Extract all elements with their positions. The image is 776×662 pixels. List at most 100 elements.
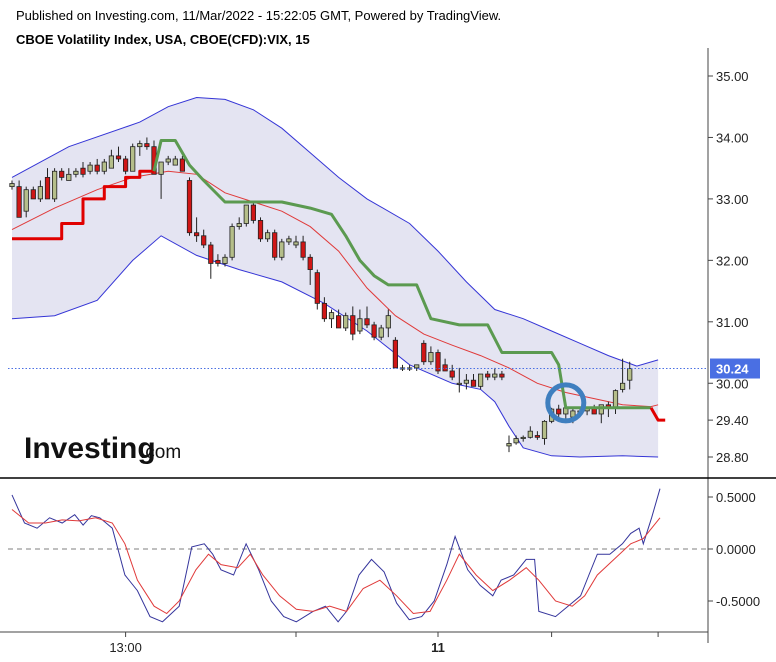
candle-body <box>335 315 342 329</box>
candle-body <box>527 430 533 438</box>
candle-body <box>392 339 399 369</box>
candle-body <box>456 382 462 385</box>
candle <box>541 420 548 445</box>
candle <box>243 204 249 227</box>
y-tick-label: 30.00 <box>716 376 749 391</box>
candle-body <box>208 244 214 264</box>
candle-body <box>222 256 228 264</box>
candle-body <box>272 232 278 258</box>
candle <box>23 186 29 218</box>
y-tick-label: 28.80 <box>716 450 749 465</box>
candle-body <box>598 404 604 415</box>
candle-body <box>627 368 633 381</box>
candle-body <box>620 382 626 390</box>
y-tick-label: 34.00 <box>716 130 749 145</box>
candle <box>442 358 448 372</box>
candle-body <box>52 170 58 200</box>
candle <box>506 435 512 453</box>
candle <box>66 168 72 181</box>
candle-body <box>513 438 519 444</box>
candle <box>250 201 256 224</box>
candle <box>520 435 526 442</box>
candle <box>293 235 299 249</box>
candle-body <box>470 379 477 387</box>
y-tick-label: 29.40 <box>716 413 749 428</box>
candle-body <box>364 318 370 326</box>
candle-body <box>16 186 22 218</box>
candle <box>115 146 122 163</box>
candle <box>463 374 470 390</box>
candle-body <box>44 176 51 200</box>
candle <box>335 309 342 329</box>
candle <box>165 155 171 166</box>
candle-body <box>264 232 271 240</box>
price-panel <box>8 96 708 458</box>
candle <box>527 426 533 439</box>
candle-body <box>279 241 285 258</box>
candle-body <box>414 364 420 369</box>
candle <box>208 241 214 279</box>
candle <box>158 161 164 199</box>
candle-body <box>186 180 193 234</box>
candle-body <box>485 373 491 378</box>
oscillator-slow-line <box>11 509 661 615</box>
candle <box>172 155 178 166</box>
candle <box>470 374 477 387</box>
candle-body <box>350 315 356 335</box>
candle-body <box>378 327 384 338</box>
candle-body <box>80 167 86 175</box>
candle <box>186 177 193 236</box>
oscillator-fast-line <box>11 488 661 623</box>
candle <box>378 324 384 341</box>
candle <box>534 431 541 440</box>
candle-body <box>541 420 548 439</box>
candle <box>101 158 107 175</box>
axes: 35.00 34.00 33.00 32.00 31.00 30.00 29.40 28.80… <box>0 48 776 655</box>
candle <box>485 370 491 381</box>
candle <box>300 235 306 261</box>
candle <box>236 217 242 230</box>
candle-body <box>421 342 427 363</box>
candle <box>201 229 207 249</box>
y-tick-label: 35.00 <box>716 69 749 84</box>
candle-body <box>300 241 306 258</box>
candle <box>414 364 420 371</box>
candle-body <box>73 170 79 175</box>
candle-body <box>257 220 264 240</box>
candle-body <box>328 312 335 320</box>
candle-body <box>343 315 349 329</box>
candle <box>456 367 462 393</box>
candle-body <box>612 390 619 409</box>
candle <box>627 361 633 390</box>
candle <box>343 312 349 332</box>
candle-body <box>520 436 526 439</box>
investing-logo: Investing .com <box>24 432 181 465</box>
chart-title: CBOE Volatility Index, USA, CBOE(CFD):VI… <box>16 32 310 47</box>
candle <box>499 370 505 381</box>
candle <box>428 346 434 365</box>
candle-body <box>534 435 541 438</box>
candle-body <box>250 204 256 221</box>
candle-body <box>314 272 320 304</box>
candle-body <box>101 161 107 172</box>
candle <box>108 149 114 169</box>
trailing-stop-low-line-2 <box>649 407 666 422</box>
candle-body <box>144 143 150 148</box>
candle <box>492 367 498 381</box>
candle-body <box>165 158 171 163</box>
osc-y-tick-label: 0.0000 <box>716 542 756 557</box>
candle-body <box>137 143 143 148</box>
candle-body <box>371 324 377 338</box>
candle-body <box>506 443 512 447</box>
candle-body <box>556 408 562 415</box>
candle <box>144 137 150 150</box>
candle <box>9 180 15 190</box>
candle <box>314 269 320 310</box>
last-price-badge <box>710 358 760 379</box>
candle-body <box>115 155 122 160</box>
candle-body <box>179 158 185 172</box>
candle-body <box>215 259 221 264</box>
candle <box>449 364 455 381</box>
candle <box>321 297 328 322</box>
candle <box>137 140 143 156</box>
